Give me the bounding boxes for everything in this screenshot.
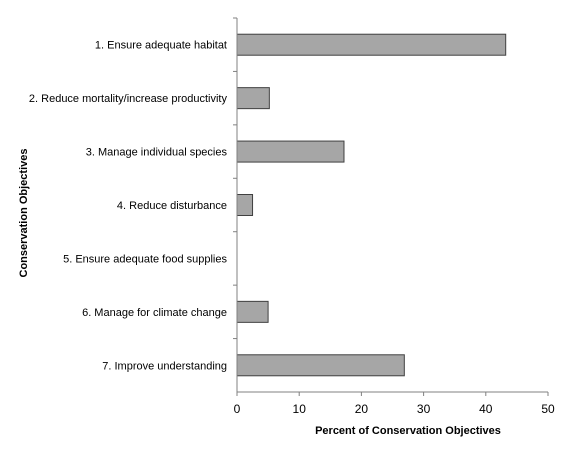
x-tick-label-10: 10 bbox=[293, 402, 307, 416]
axes-layer bbox=[233, 17, 549, 396]
x-tick-label-30: 30 bbox=[417, 402, 431, 416]
bar-1 bbox=[236, 33, 507, 56]
x-tick-labels: 0 10 20 30 40 50 bbox=[234, 402, 555, 416]
category-label-7: 7. Improve understanding bbox=[102, 360, 227, 372]
bar-4 bbox=[236, 194, 254, 216]
bar-6 bbox=[236, 300, 269, 323]
category-label-4: 4. Reduce disturbance bbox=[117, 200, 227, 212]
y-axis-title: Conservation Objectives bbox=[18, 149, 30, 278]
bar-3 bbox=[236, 140, 345, 163]
x-tick-label-0: 0 bbox=[234, 402, 241, 416]
category-label-6: 6. Manage for climate change bbox=[82, 307, 227, 319]
category-label-1: 1. Ensure adequate habitat bbox=[95, 40, 227, 52]
category-label-3: 3. Manage individual species bbox=[86, 147, 228, 159]
category-label-5: 5. Ensure adequate food supplies bbox=[63, 253, 227, 265]
x-tick-label-20: 20 bbox=[355, 402, 369, 416]
category-label-2: 2. Reduce mortality/increase productivit… bbox=[29, 93, 228, 105]
bars-layer bbox=[236, 33, 507, 377]
x-tick-label-50: 50 bbox=[541, 402, 555, 416]
bar-2 bbox=[236, 87, 270, 110]
category-labels: 1. Ensure adequate habitat 2. Reduce mort… bbox=[29, 40, 228, 373]
x-tick-label-40: 40 bbox=[479, 402, 493, 416]
x-axis-title: Percent of Conservation Objectives bbox=[315, 425, 501, 437]
bar-7 bbox=[236, 354, 405, 377]
